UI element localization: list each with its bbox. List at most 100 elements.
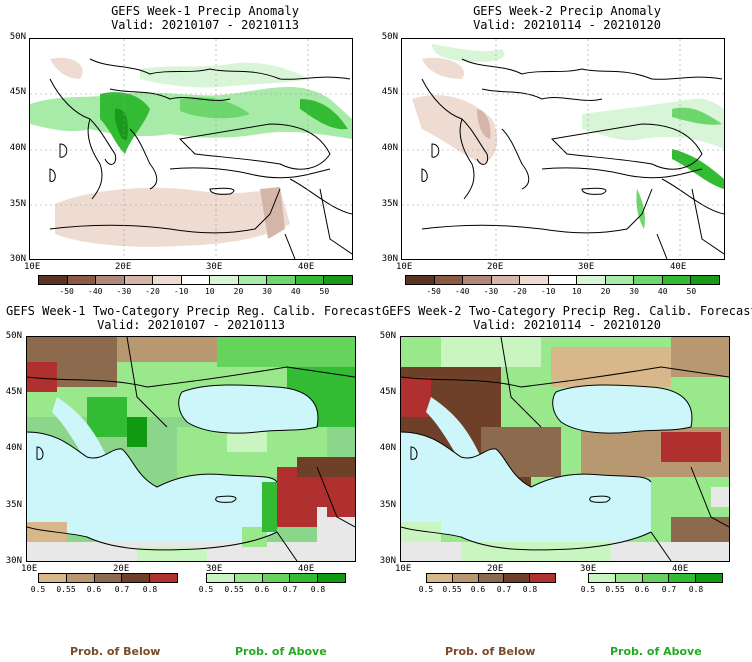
colorbar-swatch	[122, 574, 151, 582]
coastline	[550, 123, 703, 170]
colorbar-tick-label: -30	[483, 287, 499, 296]
colorbar-swatch	[66, 574, 95, 582]
coastline	[401, 526, 652, 551]
panel-bl-title: GEFS Week-1 Two-Category Precip Reg. Cal…	[6, 304, 382, 318]
sea-area	[552, 384, 692, 434]
border	[316, 466, 355, 528]
sea-area	[52, 397, 107, 462]
colorbar-swatch	[491, 276, 521, 284]
prob-above-label: Prob. of Above	[235, 645, 327, 658]
colorbar-tick-label: 20	[233, 287, 244, 296]
border	[690, 466, 729, 528]
negative-anomaly-area	[477, 109, 491, 139]
positive-anomaly-area	[300, 99, 348, 130]
colorbar-tick-label: 10	[571, 287, 582, 296]
border	[481, 88, 603, 101]
colorbar-swatch	[324, 276, 353, 284]
colorbar-tick-label: 0.5	[30, 585, 46, 594]
colorbar-tick-label: 0.8	[142, 585, 158, 594]
lon-label: 30E	[206, 564, 223, 574]
coastline	[49, 188, 281, 234]
prob-above-label: Prob. of Above	[610, 645, 702, 658]
lat-label: 30N	[9, 254, 26, 264]
border	[289, 178, 352, 215]
colorbar-tick-label: 0.7	[496, 585, 512, 594]
colorbar-swatch	[153, 276, 182, 284]
colorbar-swatch	[434, 276, 464, 284]
border	[319, 188, 352, 255]
colorbar-swatch	[615, 574, 643, 582]
colorbar-tick-label: -50	[59, 287, 74, 296]
colorbar-tick-label: 0.5	[198, 585, 214, 594]
positive-anomaly-area	[180, 97, 250, 119]
colorbar-tick-label: -50	[426, 287, 441, 296]
prob-map-week2	[400, 336, 730, 562]
positive-anomaly-area	[636, 189, 645, 229]
coastline	[421, 188, 653, 234]
lon-label: 30E	[206, 262, 223, 272]
colorbar-swatch	[181, 276, 211, 284]
lon-label: 10E	[21, 564, 38, 574]
colorbar-tick-label: -10	[173, 287, 189, 296]
border	[650, 531, 672, 561]
coastline	[178, 384, 319, 434]
colorbar-tick-label: 0.7	[282, 585, 298, 594]
anomaly-colorbar	[38, 275, 353, 285]
prob-map-week1	[26, 336, 356, 562]
colorbar-swatch	[669, 574, 697, 582]
colorbar-tick-label: 50	[686, 287, 697, 296]
coastline	[656, 233, 668, 259]
colorbar-tick-label: 50	[319, 287, 330, 296]
negative-anomaly-area	[422, 57, 464, 79]
lon-label: 10E	[395, 564, 412, 574]
colorbar-tick-label: 40	[657, 287, 668, 296]
colorbar-swatch	[696, 574, 722, 582]
colorbar-tick-label: 40	[290, 287, 301, 296]
colorbar-swatch	[452, 574, 479, 582]
negative-anomaly-area	[260, 187, 285, 239]
negative-anomaly-area	[412, 95, 498, 164]
lat-label: 35N	[379, 500, 396, 510]
coastline	[501, 128, 530, 190]
coastline	[541, 167, 703, 179]
prob-below-label: Prob. of Below	[70, 645, 161, 658]
lon-label: 20E	[487, 262, 504, 272]
coastline	[169, 167, 331, 179]
lat-label: 30N	[381, 254, 398, 264]
colorbar-swatch	[67, 276, 97, 284]
panel-tl-title: GEFS Week-1 Precip Anomaly	[111, 4, 299, 18]
lat-label: 45N	[379, 387, 396, 397]
colorbar-swatch	[290, 574, 319, 582]
colorbar-swatch	[262, 574, 291, 582]
border	[500, 337, 542, 428]
colorbar-swatch	[234, 574, 263, 582]
prob-above-colorbar	[206, 573, 346, 583]
lat-label: 35N	[5, 500, 22, 510]
colorbar-tick-label: -30	[116, 287, 132, 296]
lat-label: 30N	[5, 556, 22, 566]
colorbar-tick-label: 0.5	[418, 585, 434, 594]
border	[461, 58, 723, 80]
colorbar-tick-label: 0.6	[634, 585, 650, 594]
colorbar-swatch	[463, 276, 492, 284]
positive-anomaly-area	[672, 107, 722, 125]
sea-area	[426, 397, 481, 462]
island	[421, 168, 428, 182]
panel-tr-valid: Valid: 20210114 - 20210120	[473, 18, 661, 32]
negative-anomaly-area	[55, 187, 290, 247]
colorbar-tick-label: 0.8	[310, 585, 326, 594]
anomaly-map-week1	[29, 38, 353, 260]
lat-label: 40N	[381, 143, 398, 153]
colorbar-tick-label: 0.6	[254, 585, 270, 594]
colorbar-swatch	[124, 276, 154, 284]
colorbar-tick-label: 0.55	[224, 585, 244, 594]
colorbar-swatch	[96, 276, 125, 284]
anomaly-colorbar	[405, 275, 720, 285]
panel-br-title: GEFS Week-2 Two-Category Precip Reg. Cal…	[382, 304, 752, 318]
colorbar-swatch	[530, 574, 555, 582]
lat-label: 45N	[5, 387, 22, 397]
colorbar-swatch	[577, 276, 606, 284]
lon-label: 10E	[24, 262, 41, 272]
border	[27, 366, 355, 388]
colorbar-swatch	[605, 276, 635, 284]
